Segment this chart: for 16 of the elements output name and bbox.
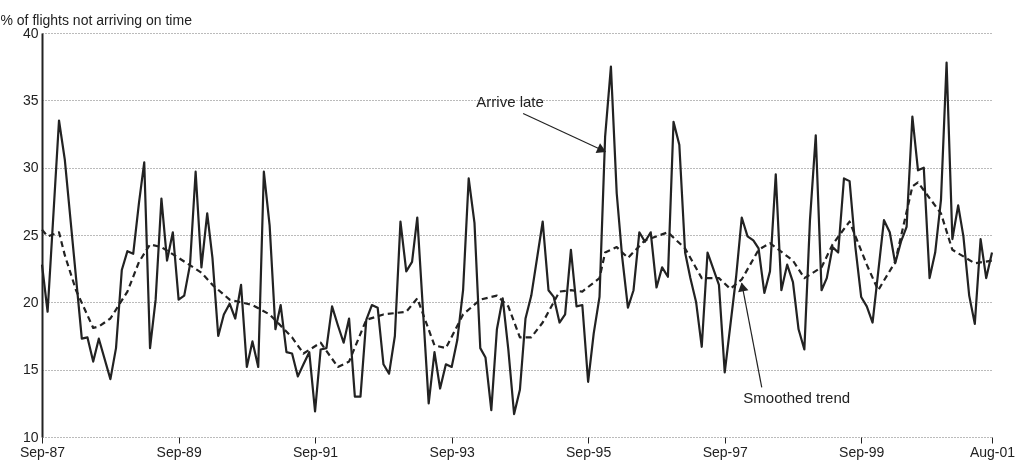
x-tick-label: Sep-95 <box>566 443 612 460</box>
x-tick-label: Aug-01 <box>969 443 1016 460</box>
y-tick-label: 25 <box>22 226 39 243</box>
x-tick-label: Sep-91 <box>292 443 339 460</box>
x-tick-label: Sep-93 <box>429 443 475 460</box>
annotation: Smoothed trend <box>743 389 851 407</box>
annotation: Arrive late <box>476 92 544 110</box>
y-tick-label: 35 <box>22 91 39 108</box>
x-tick-label: Sep-97 <box>702 443 749 460</box>
x-tick-label: Sep-99 <box>839 443 885 460</box>
y-tick-label: 30 <box>22 159 39 176</box>
y-tick-label: 20 <box>22 293 39 310</box>
x-tick-label: Sep-87 <box>19 443 66 460</box>
y-tick-label: 10 <box>22 428 39 445</box>
y-tick-label: 15 <box>22 361 39 378</box>
x-tick-label: Sep-89 <box>156 443 202 460</box>
